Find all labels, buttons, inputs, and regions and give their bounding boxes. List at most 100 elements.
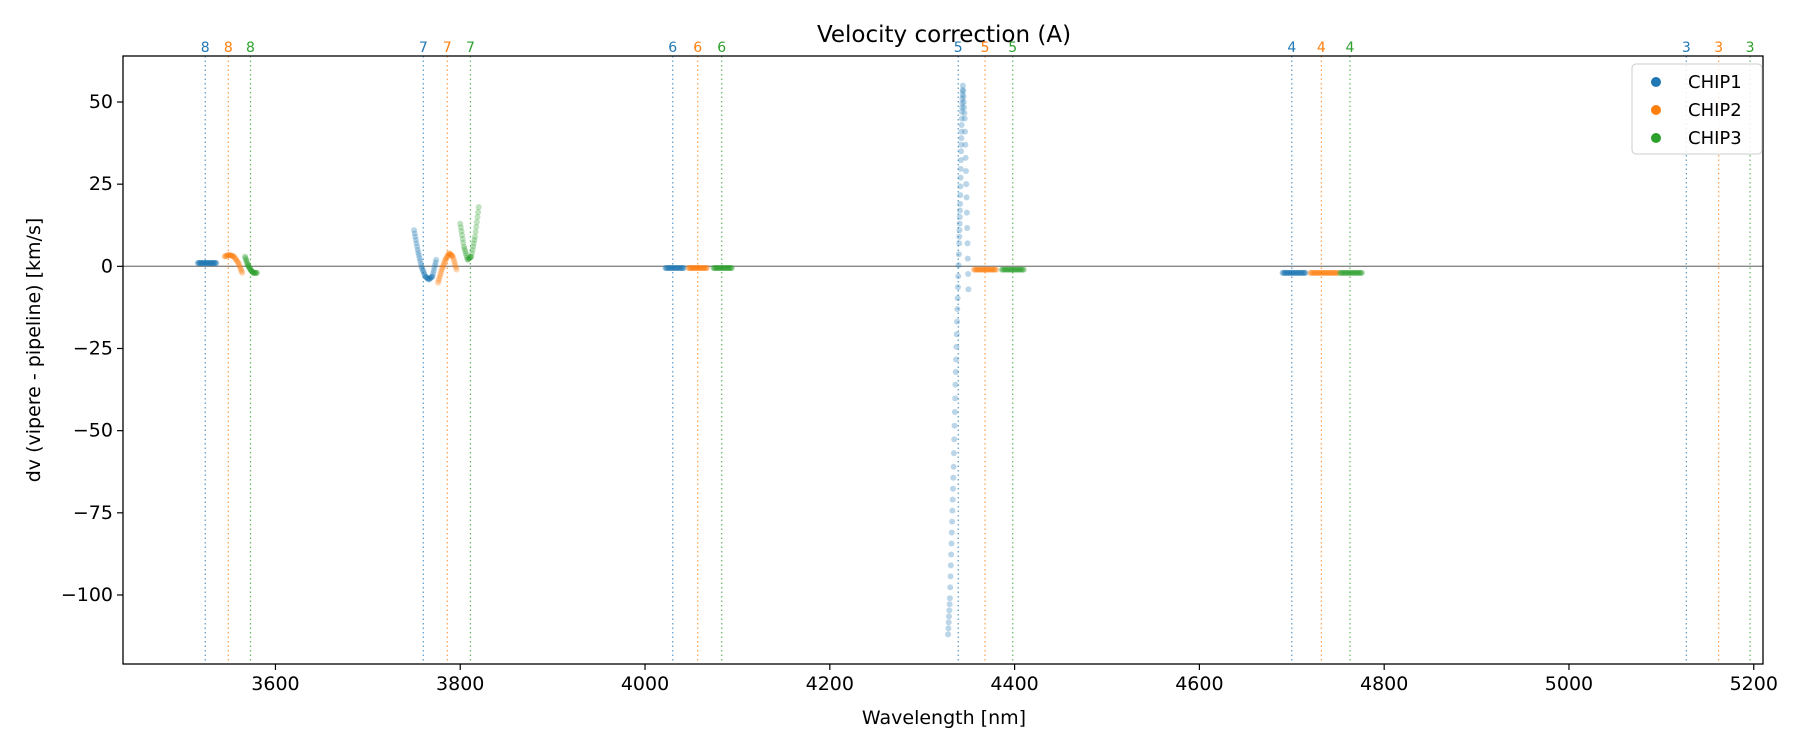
data-point — [246, 264, 253, 271]
data-point — [955, 273, 962, 280]
data-point — [980, 266, 987, 273]
order-label: 4 — [1287, 40, 1296, 56]
data-point — [953, 356, 960, 363]
data-point — [951, 409, 958, 416]
data-point — [430, 270, 437, 277]
data-point — [1013, 266, 1020, 273]
data-point — [448, 251, 454, 258]
data-point — [1293, 269, 1300, 276]
data-point — [473, 223, 480, 230]
data-point — [962, 141, 969, 148]
data-point — [1328, 269, 1335, 276]
data-point — [692, 264, 699, 271]
data-point — [1006, 266, 1013, 273]
data-point — [462, 250, 469, 257]
data-point — [717, 264, 724, 271]
y-tick-label: −75 — [73, 502, 113, 524]
data-point — [982, 266, 989, 273]
data-point — [474, 214, 481, 221]
data-point — [416, 255, 423, 262]
data-point — [1345, 269, 1352, 276]
data-point — [1322, 269, 1329, 276]
data-point — [1312, 269, 1319, 276]
data-point — [1356, 269, 1363, 276]
data-point — [662, 264, 669, 271]
data-point — [418, 263, 425, 270]
legend-marker — [1651, 133, 1661, 143]
data-point — [468, 250, 475, 257]
data-point — [247, 267, 254, 274]
data-point — [227, 252, 234, 259]
data-point — [1334, 269, 1341, 276]
data-point — [242, 254, 249, 261]
data-point — [719, 264, 726, 271]
data-point — [1329, 269, 1336, 276]
data-point — [252, 269, 259, 276]
data-point — [1314, 269, 1321, 276]
data-point — [241, 253, 248, 260]
data-point — [1282, 269, 1289, 276]
data-point — [956, 240, 963, 247]
data-point — [713, 264, 720, 271]
data-point — [956, 220, 963, 227]
data-point — [435, 277, 442, 284]
data-point — [718, 264, 725, 271]
data-point — [952, 381, 959, 388]
data-point — [1346, 269, 1353, 276]
data-point — [201, 260, 208, 267]
data-point — [673, 264, 680, 271]
data-point — [1002, 266, 1009, 273]
data-point — [1015, 266, 1022, 273]
data-point — [413, 240, 420, 247]
data-point — [421, 271, 428, 278]
data-point — [1298, 269, 1305, 276]
data-point — [472, 233, 479, 240]
data-point — [249, 268, 256, 275]
data-point — [963, 181, 970, 188]
data-point — [703, 264, 710, 271]
data-point — [467, 254, 474, 261]
data-point — [438, 266, 445, 273]
data-point — [1299, 269, 1306, 276]
data-point — [1295, 269, 1302, 276]
data-point — [465, 256, 472, 263]
order-label: 7 — [419, 40, 428, 56]
order-label: 3 — [1714, 40, 1723, 56]
data-point — [957, 174, 964, 181]
data-point — [691, 264, 698, 271]
data-point — [414, 243, 421, 250]
data-point — [1003, 266, 1010, 273]
data-point — [975, 266, 982, 273]
data-point — [449, 253, 456, 260]
data-point — [441, 260, 448, 267]
order-label: 5 — [954, 40, 963, 56]
order-label: 6 — [717, 40, 726, 56]
data-point — [982, 266, 989, 273]
data-point — [715, 264, 722, 271]
data-point — [725, 264, 732, 271]
data-point — [1294, 269, 1301, 276]
data-point — [199, 260, 206, 267]
data-point — [693, 264, 700, 271]
data-point — [1333, 269, 1340, 276]
data-point — [946, 601, 953, 608]
data-point — [428, 274, 435, 281]
data-point — [212, 260, 219, 267]
data-point — [419, 264, 426, 271]
data-point — [1291, 269, 1298, 276]
data-point — [952, 369, 959, 376]
data-point — [960, 99, 967, 106]
data-point — [675, 264, 682, 271]
data-point — [949, 518, 956, 525]
data-point — [1020, 266, 1027, 273]
data-point — [1281, 269, 1288, 276]
data-point — [423, 274, 430, 281]
data-point — [210, 260, 217, 267]
data-point — [436, 273, 443, 280]
data-point — [1317, 269, 1324, 276]
data-point — [431, 262, 438, 269]
data-point — [437, 271, 444, 278]
data-point — [427, 274, 434, 281]
data-point — [475, 209, 482, 216]
